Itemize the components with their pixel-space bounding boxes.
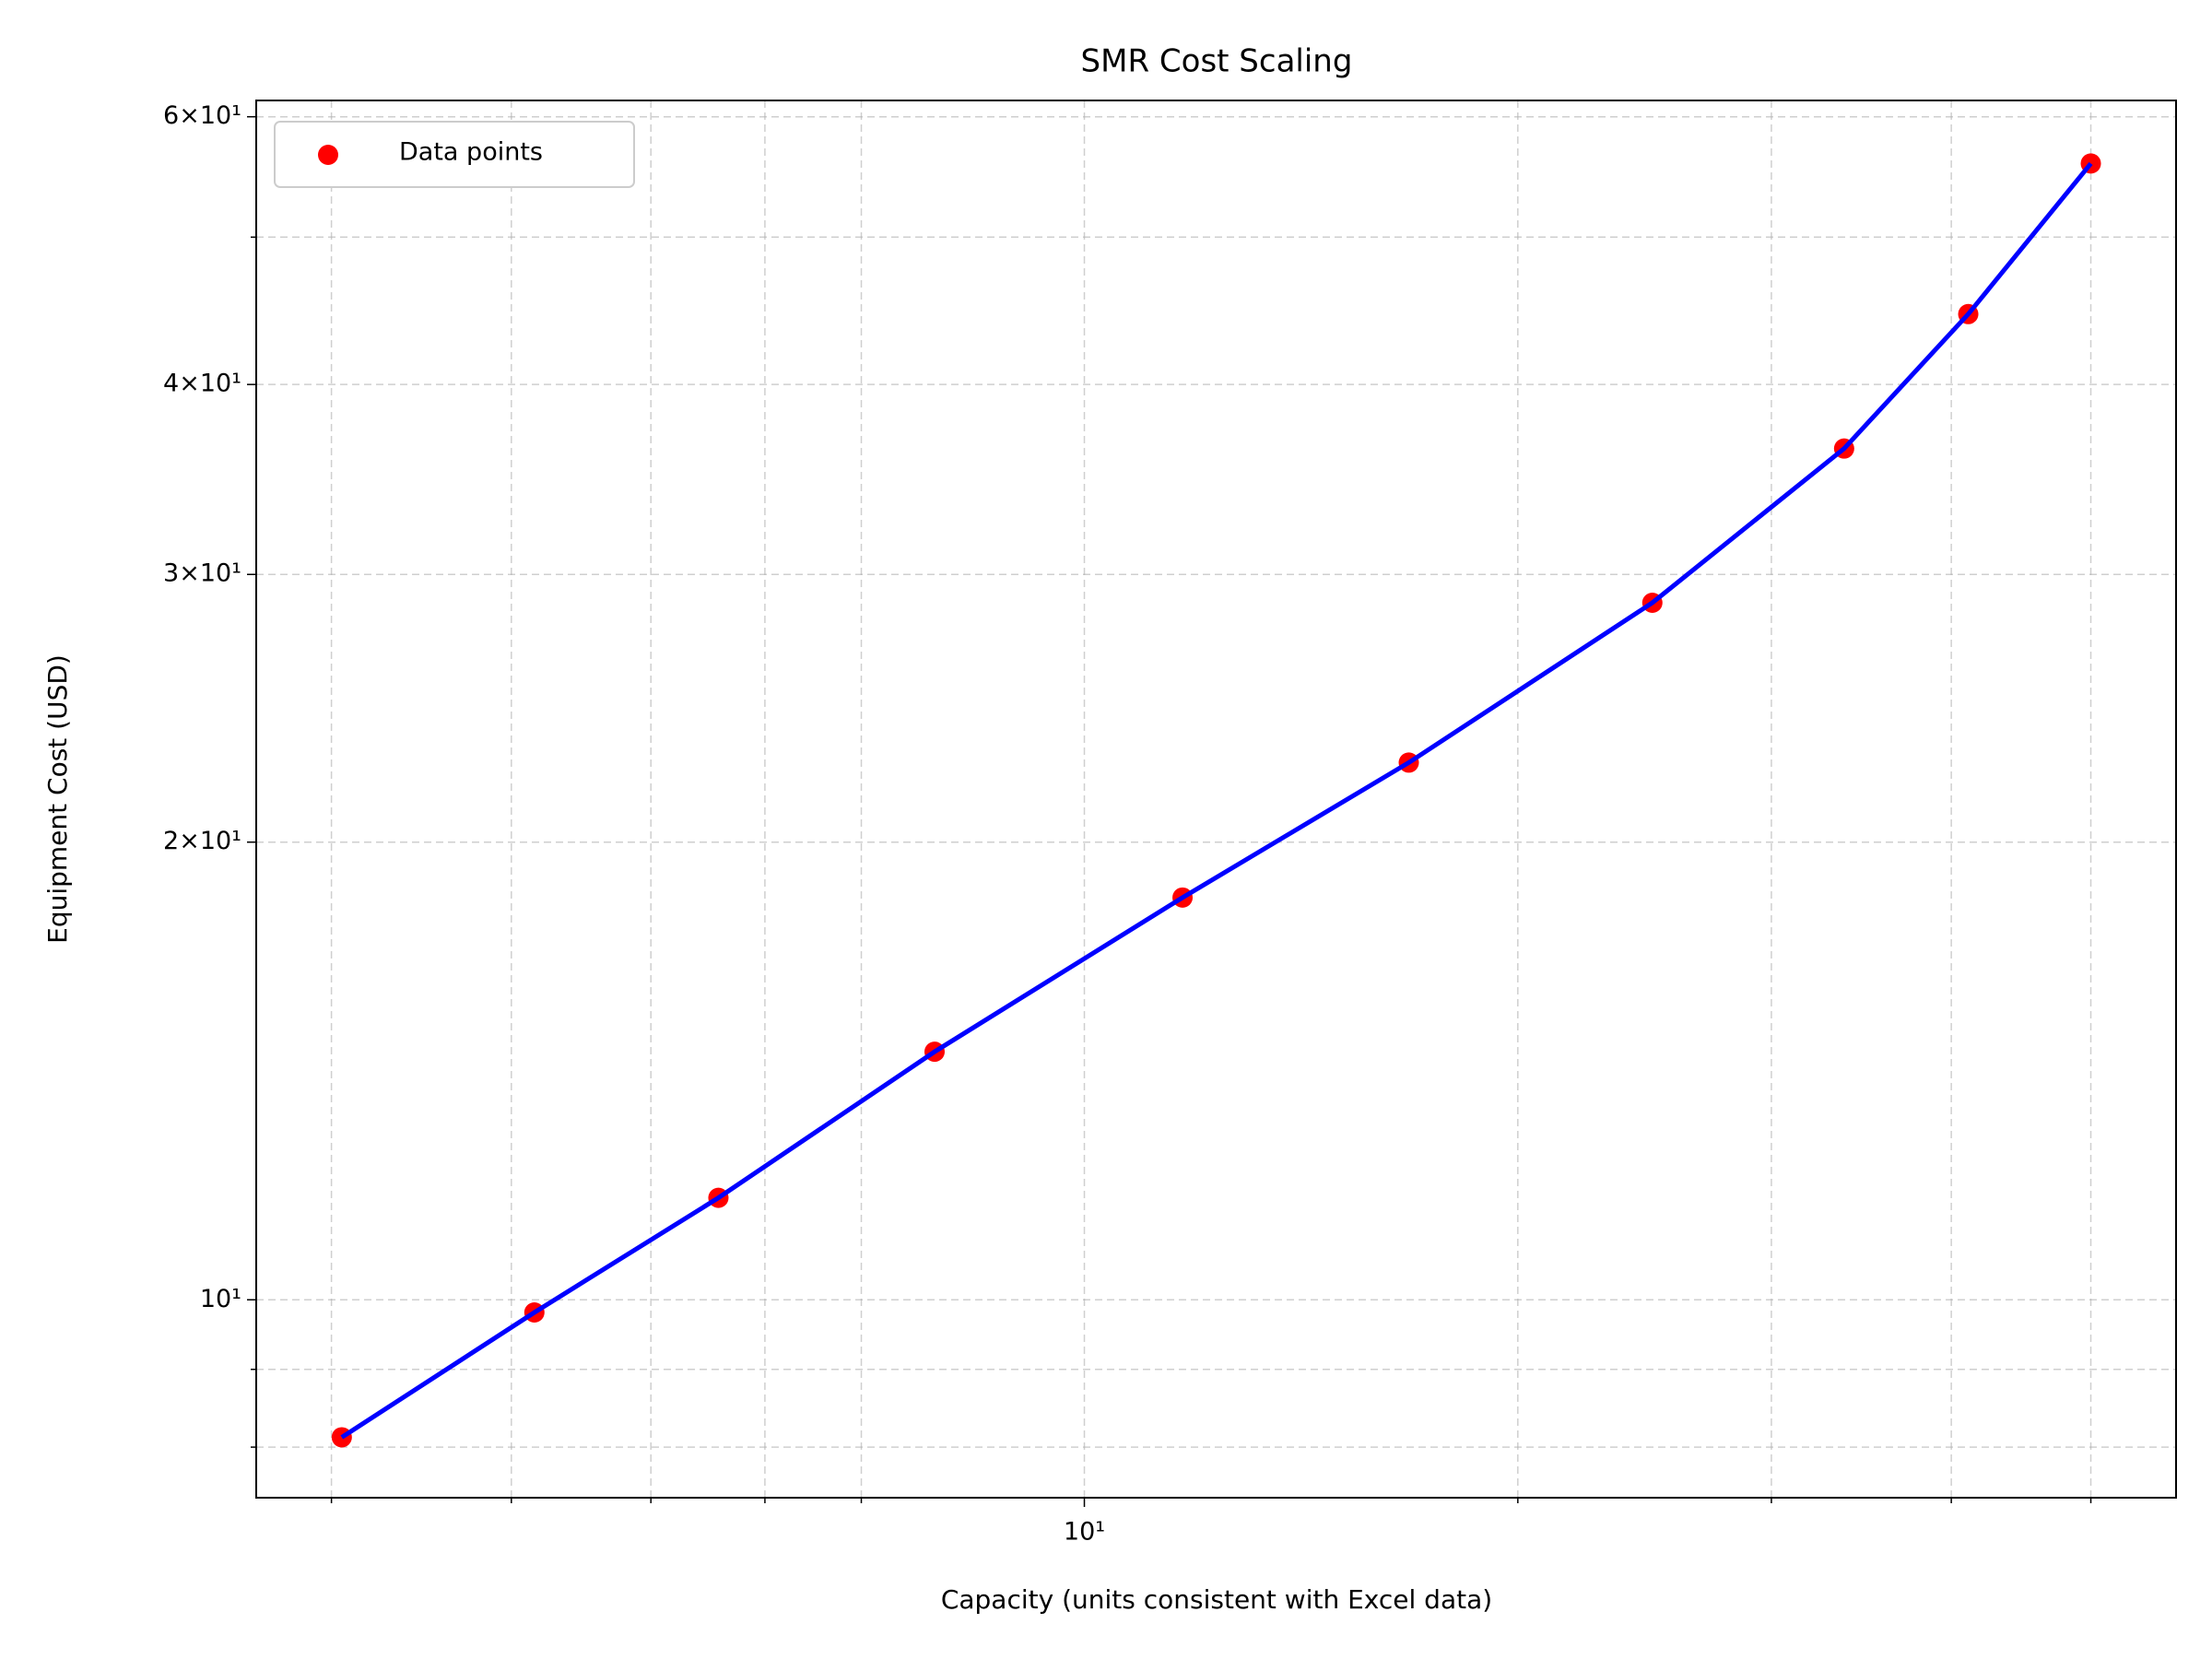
y-tick-label: 3×10¹ bbox=[163, 559, 241, 588]
axes-frame bbox=[255, 100, 2177, 1499]
legend: Data points bbox=[274, 121, 635, 188]
y-tick-label: 2×10¹ bbox=[163, 827, 241, 855]
fit-line bbox=[340, 161, 2093, 1440]
y-tick-label: 10¹ bbox=[200, 1285, 241, 1313]
y-axis-label: Equipment Cost (USD) bbox=[42, 654, 73, 944]
chart-title: SMR Cost Scaling bbox=[1081, 43, 1353, 80]
x-tick-label: 10¹ bbox=[1064, 1518, 1105, 1547]
y-tick-label: 4×10¹ bbox=[163, 370, 241, 398]
plot-area bbox=[331, 153, 2101, 1448]
legend-label: Data points bbox=[399, 138, 543, 167]
legend-marker bbox=[318, 145, 338, 165]
x-axis-label: Capacity (units consistent with Excel da… bbox=[941, 1584, 1492, 1615]
legend-box bbox=[274, 121, 635, 188]
y-tick-label: 6×10¹ bbox=[163, 101, 241, 130]
